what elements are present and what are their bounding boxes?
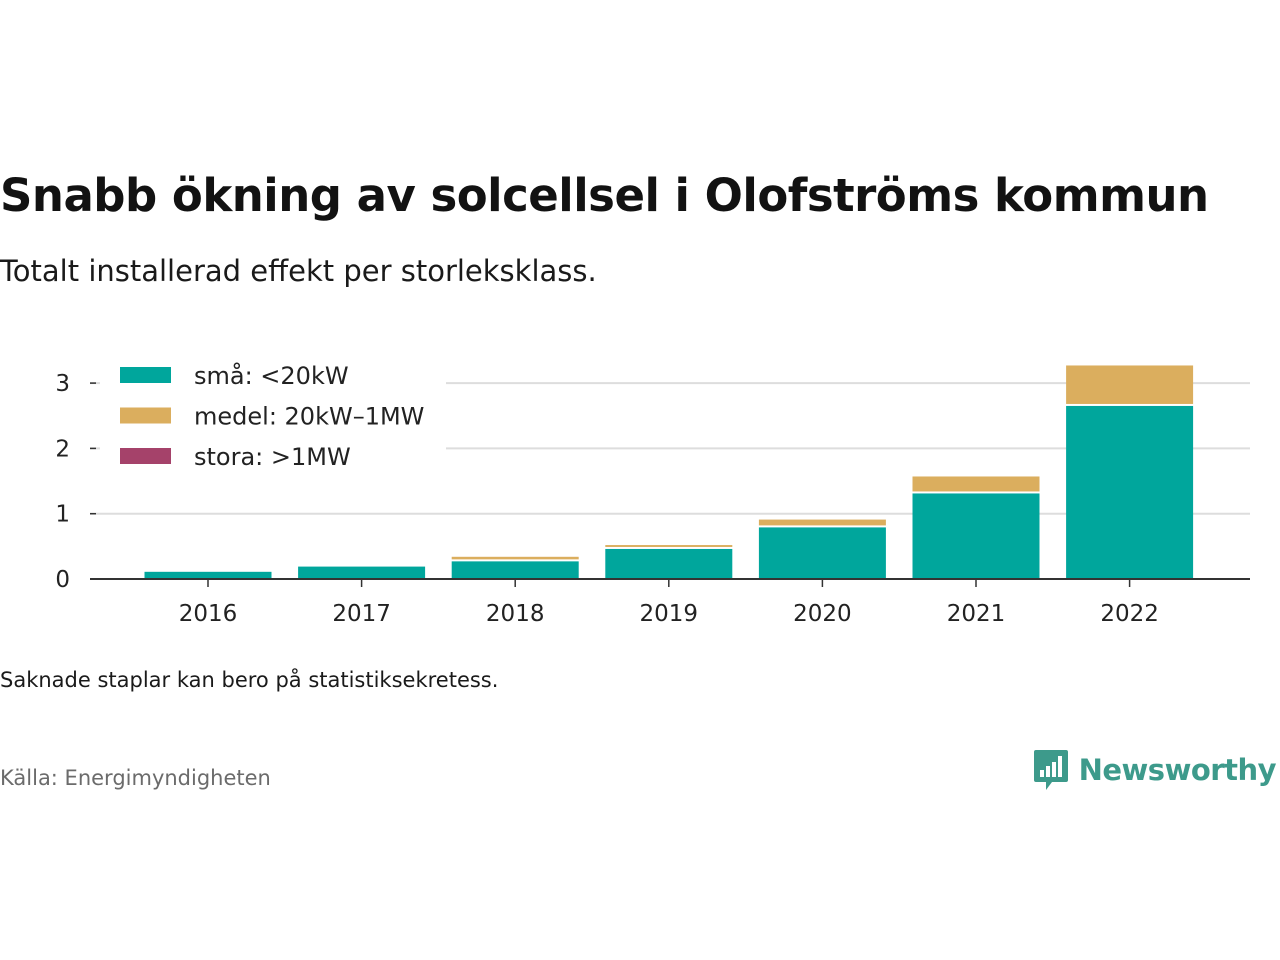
x-tick-label-2020: 2020: [793, 601, 852, 627]
y-tick-label-0: 0: [55, 567, 70, 593]
bar-2021-series-1: [912, 476, 1040, 492]
x-tick-label-2021: 2021: [947, 601, 1006, 627]
bar-2022-series-0: [1066, 405, 1194, 579]
bar-2020-series-0: [758, 527, 886, 579]
bar-2021-series-0: [912, 493, 1040, 579]
newsworthy-brand: Newsworthy: [1033, 748, 1277, 792]
x-tick-label-2017: 2017: [332, 601, 391, 627]
x-tick-label-2019: 2019: [640, 601, 699, 627]
bar-2016-series-0: [144, 571, 272, 579]
y-tick-label-1: 1: [55, 502, 70, 528]
bar-2018-series-0: [451, 561, 579, 579]
bar-2017-series-0: [298, 566, 426, 579]
x-tick-label-2016: 2016: [179, 601, 238, 627]
legend-swatch-1: [120, 407, 171, 424]
bar-2019-series-1: [605, 545, 733, 547]
chart-title: Snabb ökning av solcellsel i Olofströms …: [0, 169, 1209, 222]
legend-label-0: små: <20kW: [194, 361, 349, 390]
x-tick-label-2022: 2022: [1100, 601, 1159, 627]
legend-label-1: medel: 20kW–1MW: [194, 403, 424, 431]
legend-swatch-0: [120, 367, 171, 383]
bar-2020-series-1: [758, 519, 886, 526]
legend-label-2: stora: >1MW: [194, 443, 351, 471]
newsworthy-logo-icon: [1033, 750, 1068, 790]
bars: [144, 365, 1194, 579]
source-credit: Källa: Energimyndigheten: [0, 766, 271, 790]
axes: 0 1 2 3 2016 2017 2018 2019 2020 2021 2022: [55, 371, 1250, 627]
bar-2019-series-0: [605, 548, 733, 579]
y-tick-label-3: 3: [55, 371, 70, 397]
stacked-bar-chart: 0 1 2 3 2016 2017 2018 2019 2020 2021 2022 små: <2…: [55, 348, 1250, 627]
bar-2022-series-1: [1066, 365, 1194, 404]
y-tick-label-2: 2: [55, 436, 70, 462]
legend: små: <20kW medel: 20kW–1MW stora: >1MW: [100, 348, 446, 478]
bar-2018-series-1: [451, 556, 579, 560]
chart-note: Saknade staplar kan bero på statistiksek…: [0, 668, 499, 692]
chart-subtitle: Totalt installerad effekt per storlekskl…: [0, 254, 597, 288]
x-tick-label-2018: 2018: [486, 601, 545, 627]
legend-swatch-2: [120, 448, 171, 464]
brand-name: Newsworthy: [1078, 753, 1277, 787]
